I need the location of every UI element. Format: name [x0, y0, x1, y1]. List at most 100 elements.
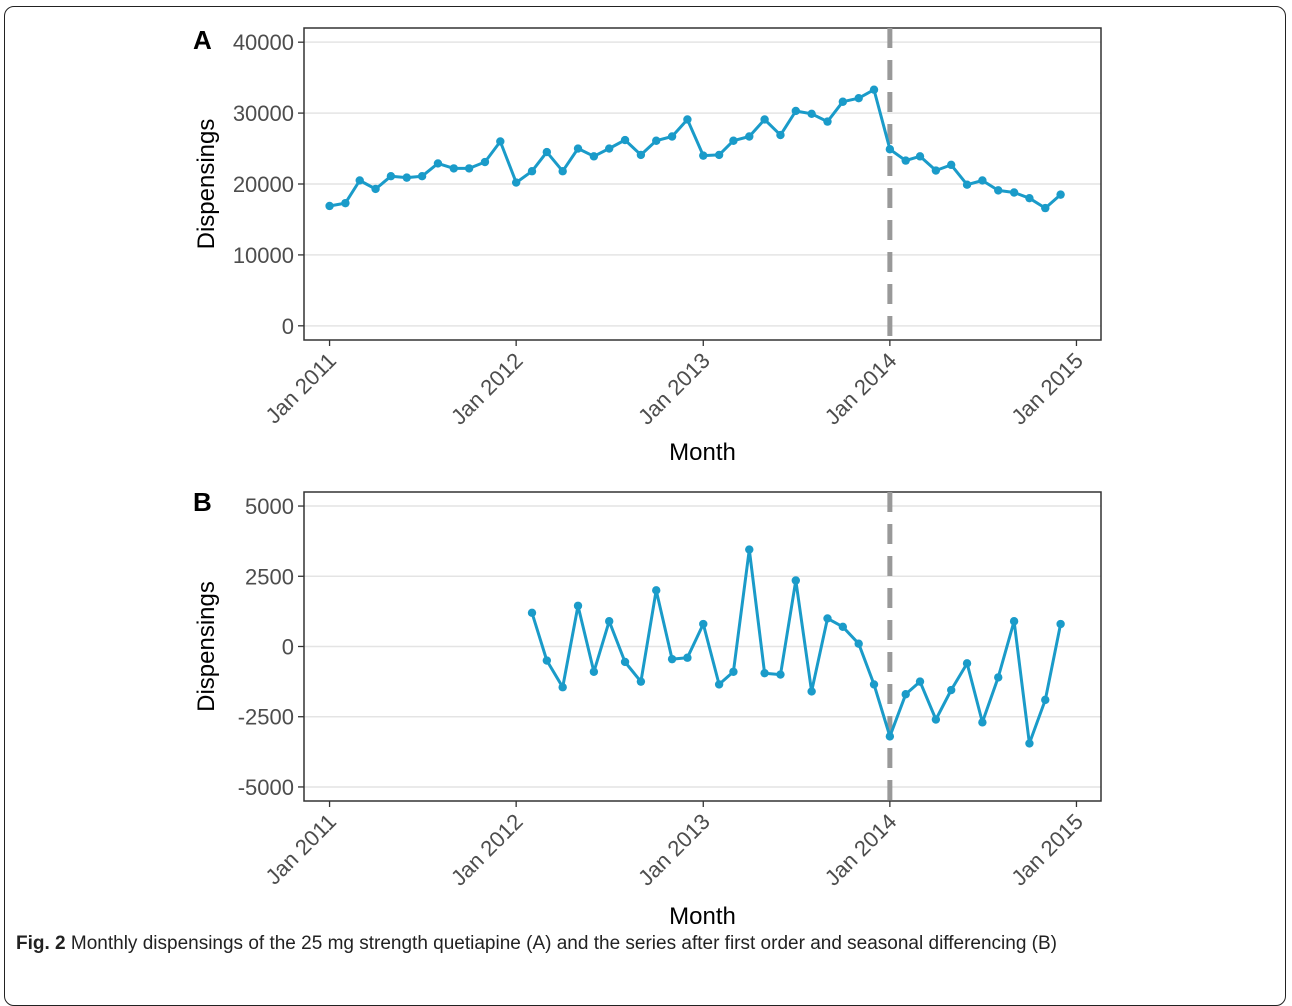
data-point	[978, 176, 987, 185]
data-point	[760, 668, 769, 678]
data-point	[667, 654, 677, 664]
y-tick-label: 0	[282, 635, 294, 660]
data-point	[962, 180, 972, 189]
data-point	[1041, 695, 1050, 705]
panel-b: -5000 -2500 0 2500 5000 Jan 2011 Jan 2012 Jan 2…	[193, 487, 1102, 930]
data-point	[978, 718, 987, 727]
panel-label: A	[193, 25, 212, 55]
data-point	[558, 683, 567, 692]
x-tick-label: Jan 2011	[261, 809, 342, 890]
data-point	[652, 586, 661, 595]
data-point	[1056, 190, 1065, 199]
figure-caption: Fig. 2 Monthly dispensings of the 25 mg …	[16, 933, 1276, 955]
figure-canvas: 0 10000 20000 30000 40000 Jan 2011 Jan 2012 Jan…	[193, 25, 1102, 930]
data-point	[652, 136, 661, 145]
data-point	[947, 160, 956, 170]
panel-border	[303, 27, 1102, 341]
y-tick-label: 2500	[245, 564, 294, 589]
data-point	[636, 150, 646, 160]
data-point	[496, 137, 505, 146]
data-point	[776, 130, 785, 140]
panel-border	[303, 491, 1102, 802]
data-point	[823, 614, 832, 623]
data-point	[901, 156, 910, 165]
caption-label: Fig. 2	[16, 933, 66, 954]
y-tick-label: 30000	[233, 101, 294, 126]
y-tick-label: -2500	[238, 705, 294, 730]
data-point	[511, 178, 521, 187]
data-point	[994, 186, 1003, 195]
data-point	[620, 135, 630, 145]
data-point	[915, 152, 925, 161]
data-point	[589, 152, 599, 161]
data-point	[667, 132, 677, 141]
data-point	[931, 715, 941, 724]
data-point	[1009, 188, 1019, 197]
data-point	[605, 144, 614, 153]
data-point	[527, 608, 537, 617]
x-tick-label: Jan 2014	[820, 809, 902, 891]
x-tick-label: Jan 2012	[446, 348, 528, 430]
data-point	[558, 167, 567, 176]
x-tick-label: Jan 2015	[1006, 809, 1088, 891]
data-point	[402, 173, 411, 182]
data-point	[838, 97, 848, 106]
panel-label: B	[193, 487, 212, 517]
x-axis-title: Month	[669, 903, 736, 930]
data-point	[1025, 193, 1034, 203]
y-tick-label: 40000	[233, 30, 294, 55]
data-point	[885, 145, 895, 154]
data-point	[699, 619, 708, 629]
data-point	[683, 653, 692, 662]
data-point	[527, 167, 537, 176]
data-point	[1009, 617, 1019, 626]
x-tick-label: Jan 2011	[261, 348, 342, 429]
data-point	[760, 115, 769, 124]
data-point	[699, 151, 708, 160]
data-point	[854, 94, 863, 103]
data-point	[449, 164, 458, 173]
data-point	[573, 601, 583, 610]
x-axis-title: Month	[669, 439, 736, 466]
data-point	[869, 680, 879, 689]
data-point	[683, 115, 692, 124]
data-point	[464, 164, 474, 173]
data-point	[947, 685, 956, 695]
data-point	[341, 198, 350, 208]
x-tick-label: Jan 2013	[633, 809, 715, 891]
data-point	[1041, 203, 1050, 213]
data-point	[838, 622, 848, 632]
panel-a: 0 10000 20000 30000 40000 Jan 2011 Jan 2012 Jan…	[193, 25, 1102, 466]
data-point	[417, 172, 427, 181]
data-point	[776, 670, 785, 679]
data-point	[371, 184, 380, 194]
y-tick-label: -5000	[238, 775, 294, 800]
data-point	[901, 690, 910, 699]
data-point	[355, 176, 364, 185]
data-point	[433, 159, 443, 168]
data-point	[714, 150, 724, 160]
data-point	[542, 656, 552, 665]
data-point	[729, 667, 738, 676]
data-point	[791, 106, 800, 116]
data-point	[605, 617, 614, 626]
data-point	[729, 136, 738, 145]
data-point	[869, 85, 879, 94]
data-point	[994, 673, 1003, 682]
series-line	[329, 88, 1062, 210]
data-point	[714, 680, 724, 689]
data-point	[807, 687, 816, 696]
data-point	[745, 132, 754, 141]
data-point	[1025, 739, 1034, 748]
data-point	[636, 677, 646, 686]
data-point	[542, 147, 552, 157]
data-point	[854, 639, 863, 648]
y-tick-label: 10000	[233, 243, 294, 268]
x-tick-label: Jan 2014	[820, 348, 902, 430]
data-point	[885, 732, 895, 741]
data-point	[573, 144, 583, 153]
x-tick-label: Jan 2015	[1006, 348, 1088, 430]
data-point	[931, 166, 941, 175]
y-axis-title: Dispensings	[193, 581, 220, 712]
x-tick-label: Jan 2012	[446, 809, 528, 891]
